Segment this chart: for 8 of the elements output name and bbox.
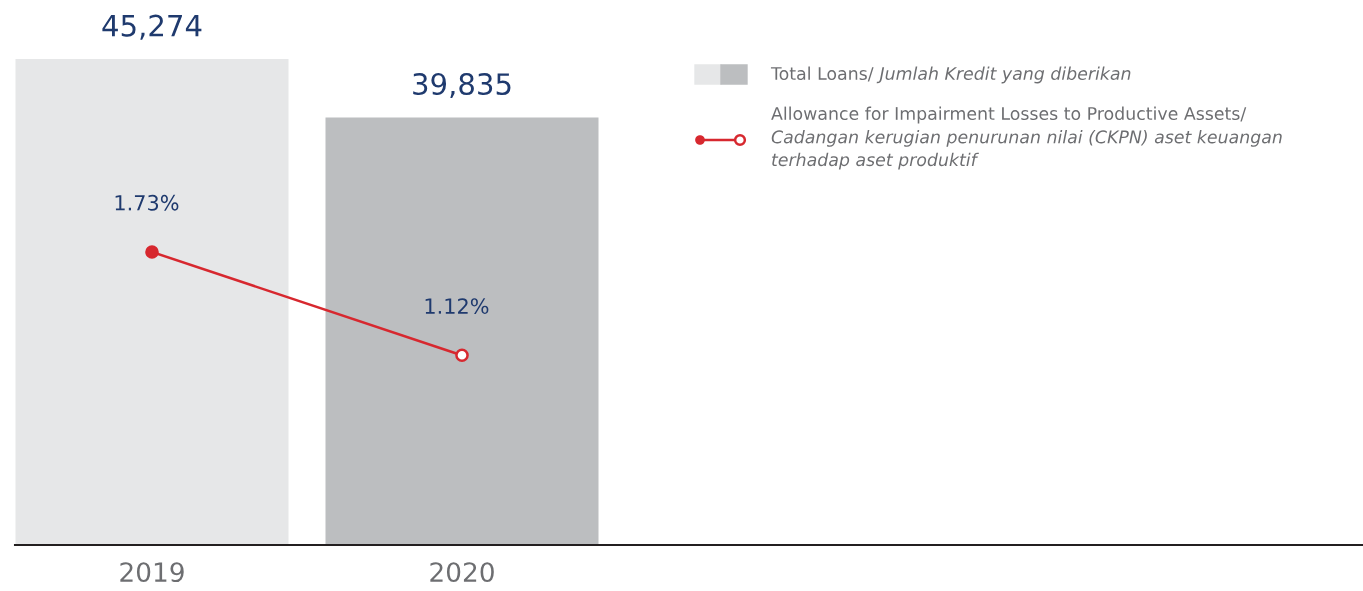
x-tick-label: 2019 xyxy=(120,562,184,583)
legend-label: Total Loans/ Jumlah Kredit yang diberikan xyxy=(770,66,1131,84)
x-tick-label: 2020 xyxy=(430,562,494,583)
data-label: 45,274 xyxy=(102,14,202,40)
data-label: 1.73% xyxy=(115,194,179,211)
data-label: 1.12% xyxy=(425,298,489,314)
legend-label: Allowance for Impairment Losses to Productive Assets/ Cadangan kerugian penurunan nilai (CKPN) aset keuangan terhadap aset produktif xyxy=(771,106,1282,170)
data-label: 39,835 xyxy=(413,73,511,99)
